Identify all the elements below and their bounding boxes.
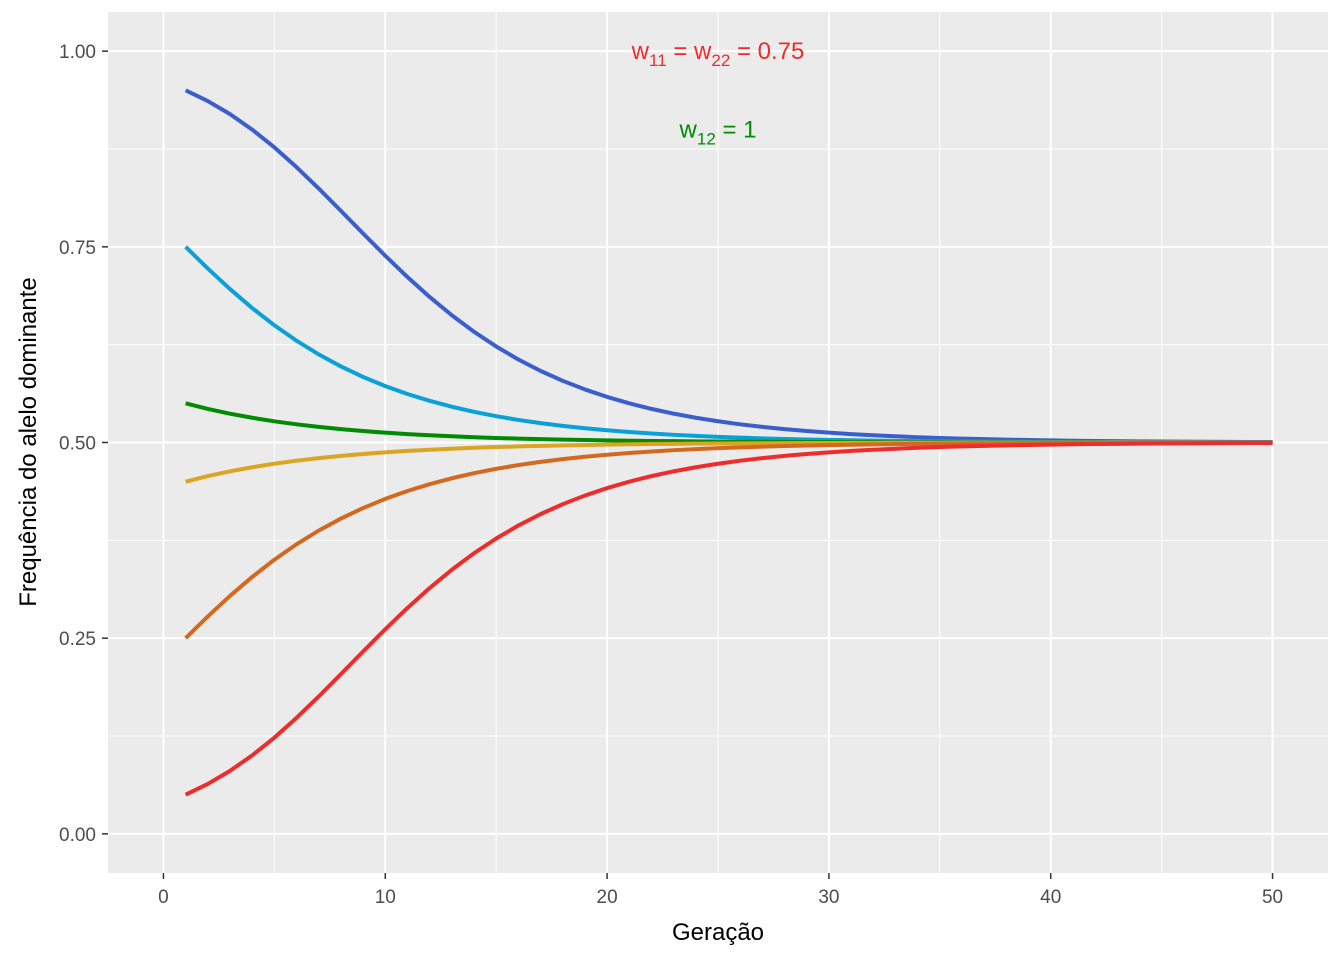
x-tick-label: 0 bbox=[158, 887, 169, 908]
x-axis: 0 10 20 30 40 50 bbox=[158, 873, 1283, 908]
y-axis: 0.00 0.25 0.50 0.75 1.00 bbox=[59, 42, 108, 846]
x-tick-label: 10 bbox=[375, 887, 396, 908]
y-axis-title: Frequência do alelo dominante bbox=[15, 277, 42, 607]
annotation-text: w bbox=[631, 38, 650, 65]
x-tick-label: 50 bbox=[1262, 887, 1283, 908]
annotation-text: = 1 bbox=[716, 116, 757, 143]
annotation-text: = 0.75 bbox=[730, 38, 804, 65]
series-layer bbox=[184, 88, 1273, 797]
annotation-text: w bbox=[693, 38, 712, 65]
x-tick-label: 30 bbox=[818, 887, 839, 908]
series-line bbox=[184, 440, 1273, 797]
y-tick-label: 0.00 bbox=[59, 825, 96, 846]
y-tick-label: 0.25 bbox=[59, 629, 96, 650]
annotation-subscript: 12 bbox=[697, 129, 716, 148]
annotation-subscript: 22 bbox=[711, 51, 730, 70]
y-tick-label: 0.75 bbox=[59, 238, 96, 259]
annotation-text: = bbox=[667, 38, 694, 65]
y-tick-label: 1.00 bbox=[59, 42, 96, 63]
annotation-fitness-heterozygote: w12 = 1 bbox=[679, 116, 757, 148]
annotation-fitness-homozygotes: w11 = w22 = 0.75 bbox=[631, 38, 805, 70]
x-axis-title: Geração bbox=[672, 919, 764, 946]
annotation-subscript: 11 bbox=[649, 51, 667, 70]
x-tick-label: 20 bbox=[597, 887, 618, 908]
annotation-text: w bbox=[679, 116, 698, 143]
y-tick-label: 0.50 bbox=[59, 434, 96, 455]
x-tick-label: 40 bbox=[1040, 887, 1061, 908]
